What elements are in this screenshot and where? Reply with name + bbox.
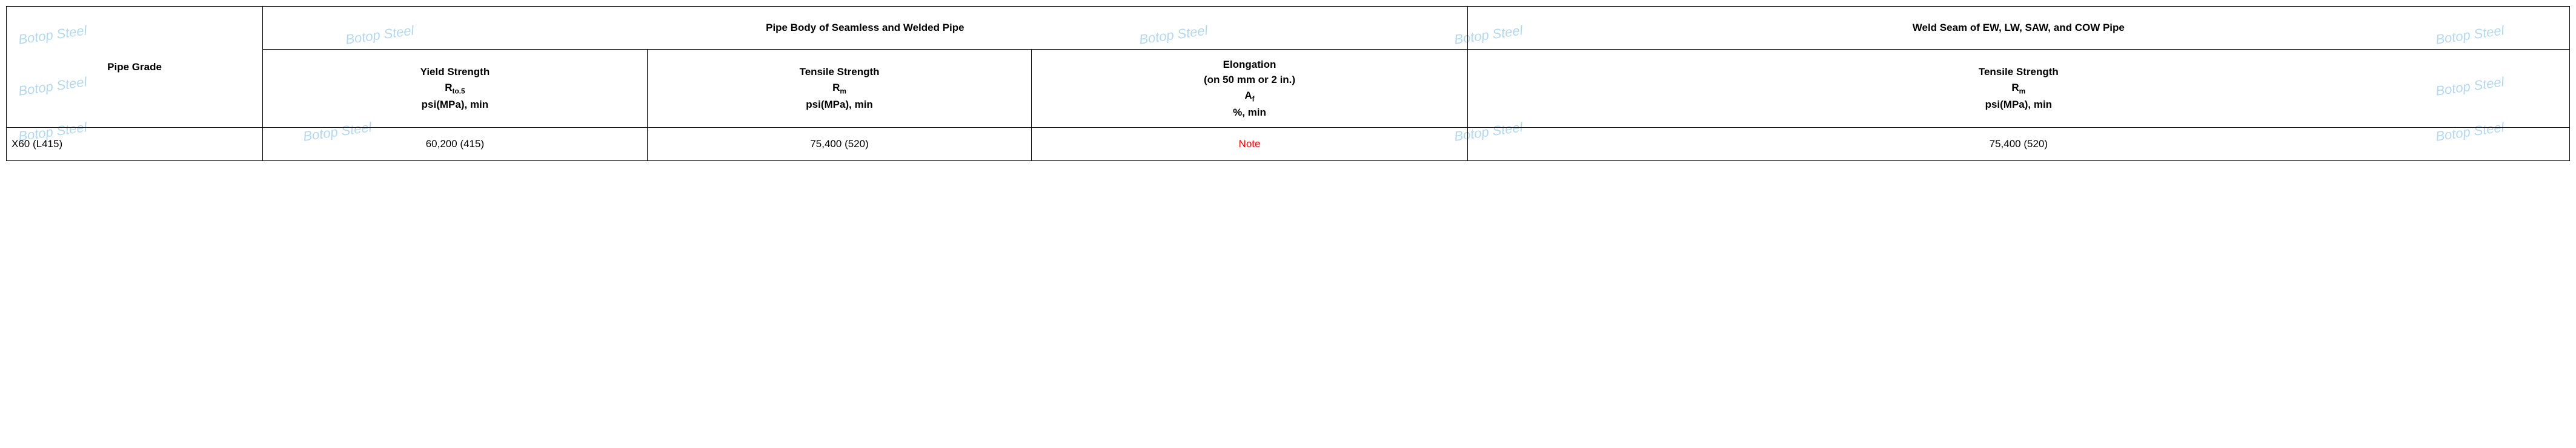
header-yield-strength: Yield Strength Rto.5 psi(MPa), min — [263, 49, 648, 128]
weld-tensile-unit: psi(MPa), min — [1985, 99, 2053, 110]
header-tensile-strength: Tensile Strength Rm psi(MPa), min — [647, 49, 1032, 128]
cell-weld-tensile: 75,400 (520) — [1467, 128, 2569, 161]
cell-tensile: 75,400 (520) — [647, 128, 1032, 161]
elong-label: Elongation — [1223, 59, 1276, 70]
header-pipe-body: Pipe Body of Seamless and Welded Pipe — [263, 7, 1468, 50]
elong-note: (on 50 mm or 2 in.) — [1204, 74, 1295, 85]
yield-symbol: R — [445, 82, 452, 93]
tensile-symbol: R — [832, 82, 840, 93]
weld-tensile-label: Tensile Strength — [1979, 66, 2059, 77]
tensile-sub: m — [840, 87, 846, 95]
cell-elongation: Note — [1032, 128, 1467, 161]
yield-sub: to.5 — [452, 87, 465, 95]
weld-tensile-sub: m — [2019, 87, 2026, 95]
table-row: X60 (L415) 60,200 (415) 75,400 (520) Not… — [7, 128, 2570, 161]
elong-sub: f — [1252, 94, 1255, 103]
elong-unit: %, min — [1233, 107, 1266, 118]
tensile-unit: psi(MPa), min — [806, 99, 873, 110]
tensile-label: Tensile Strength — [800, 66, 880, 77]
pipe-spec-table: Pipe Grade Pipe Body of Seamless and Wel… — [6, 6, 2570, 161]
header-elongation: Elongation (on 50 mm or 2 in.) Af %, min — [1032, 49, 1467, 128]
weld-tensile-symbol: R — [2011, 82, 2019, 93]
header-weld-tensile: Tensile Strength Rm psi(MPa), min — [1467, 49, 2569, 128]
yield-label: Yield Strength — [420, 66, 490, 77]
cell-yield: 60,200 (415) — [263, 128, 648, 161]
elong-symbol: A — [1244, 90, 1252, 101]
header-pipe-grade: Pipe Grade — [7, 7, 263, 128]
yield-unit: psi(MPa), min — [422, 99, 489, 110]
header-weld-seam: Weld Seam of EW, LW, SAW, and COW Pipe — [1467, 7, 2569, 50]
cell-grade: X60 (L415) — [7, 128, 263, 161]
